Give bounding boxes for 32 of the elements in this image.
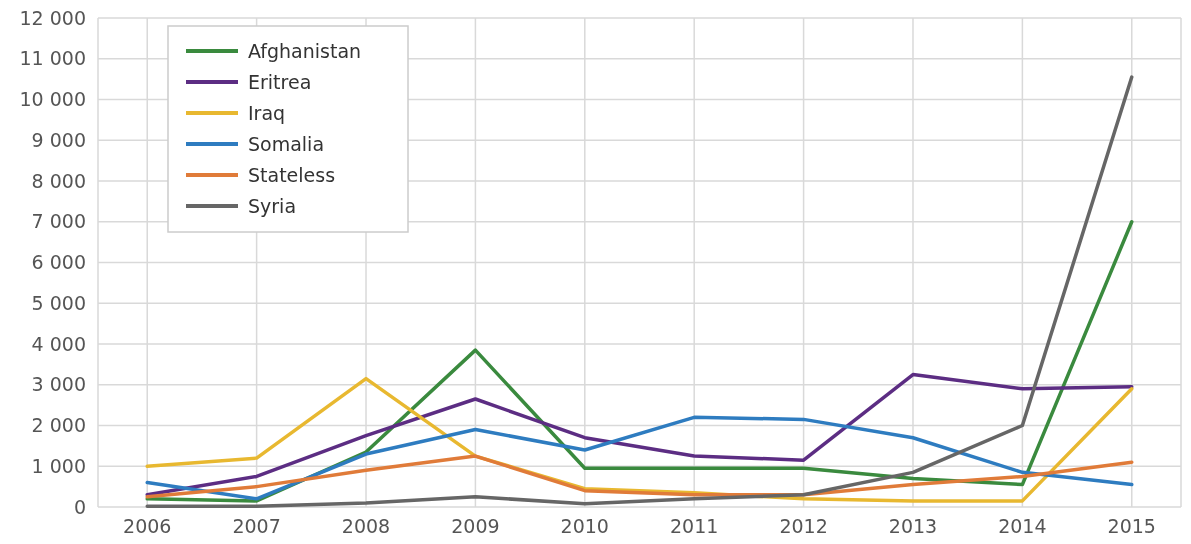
- y-tick-label: 7 000: [31, 210, 86, 233]
- y-tick-label: 11 000: [19, 47, 86, 70]
- y-tick-label: 10 000: [19, 88, 86, 111]
- x-tick-label: 2008: [341, 515, 391, 537]
- x-tick-label: 2013: [888, 515, 938, 537]
- y-tick-label: 0: [73, 495, 86, 518]
- line-series: [145, 75, 1134, 508]
- legend-label: Eritrea: [248, 70, 312, 93]
- legend-label: Afghanistan: [248, 39, 362, 62]
- y-tick-label: 5 000: [31, 291, 86, 314]
- x-tick-label: 2009: [451, 515, 500, 537]
- y-tick-label: 4 000: [31, 332, 86, 355]
- legend-label: Stateless: [248, 163, 336, 186]
- x-tick-label: 2007: [232, 515, 281, 537]
- y-tick-label: 8 000: [31, 169, 86, 192]
- line-series: [145, 454, 1134, 499]
- x-tick-label: 2011: [670, 515, 719, 537]
- y-tick-label: 1 000: [31, 454, 86, 477]
- y-tick-label: 3 000: [31, 373, 86, 396]
- x-tick-label: 2015: [1107, 515, 1156, 537]
- y-tick-label: 6 000: [31, 251, 86, 274]
- legend-label: Somalia: [248, 132, 325, 155]
- line-series: [145, 415, 1134, 501]
- x-tick-label: 2012: [779, 515, 828, 537]
- y-tick-label: 2 000: [31, 414, 86, 437]
- x-tick-label: 2010: [560, 515, 609, 537]
- y-tick-label: 12 000: [19, 6, 86, 29]
- x-tick-label: 2006: [123, 515, 172, 537]
- y-tick-label: 9 000: [31, 128, 86, 151]
- x-tick-label: 2014: [998, 515, 1047, 537]
- legend-label: Syria: [248, 194, 297, 217]
- legend-label: Iraq: [248, 101, 286, 124]
